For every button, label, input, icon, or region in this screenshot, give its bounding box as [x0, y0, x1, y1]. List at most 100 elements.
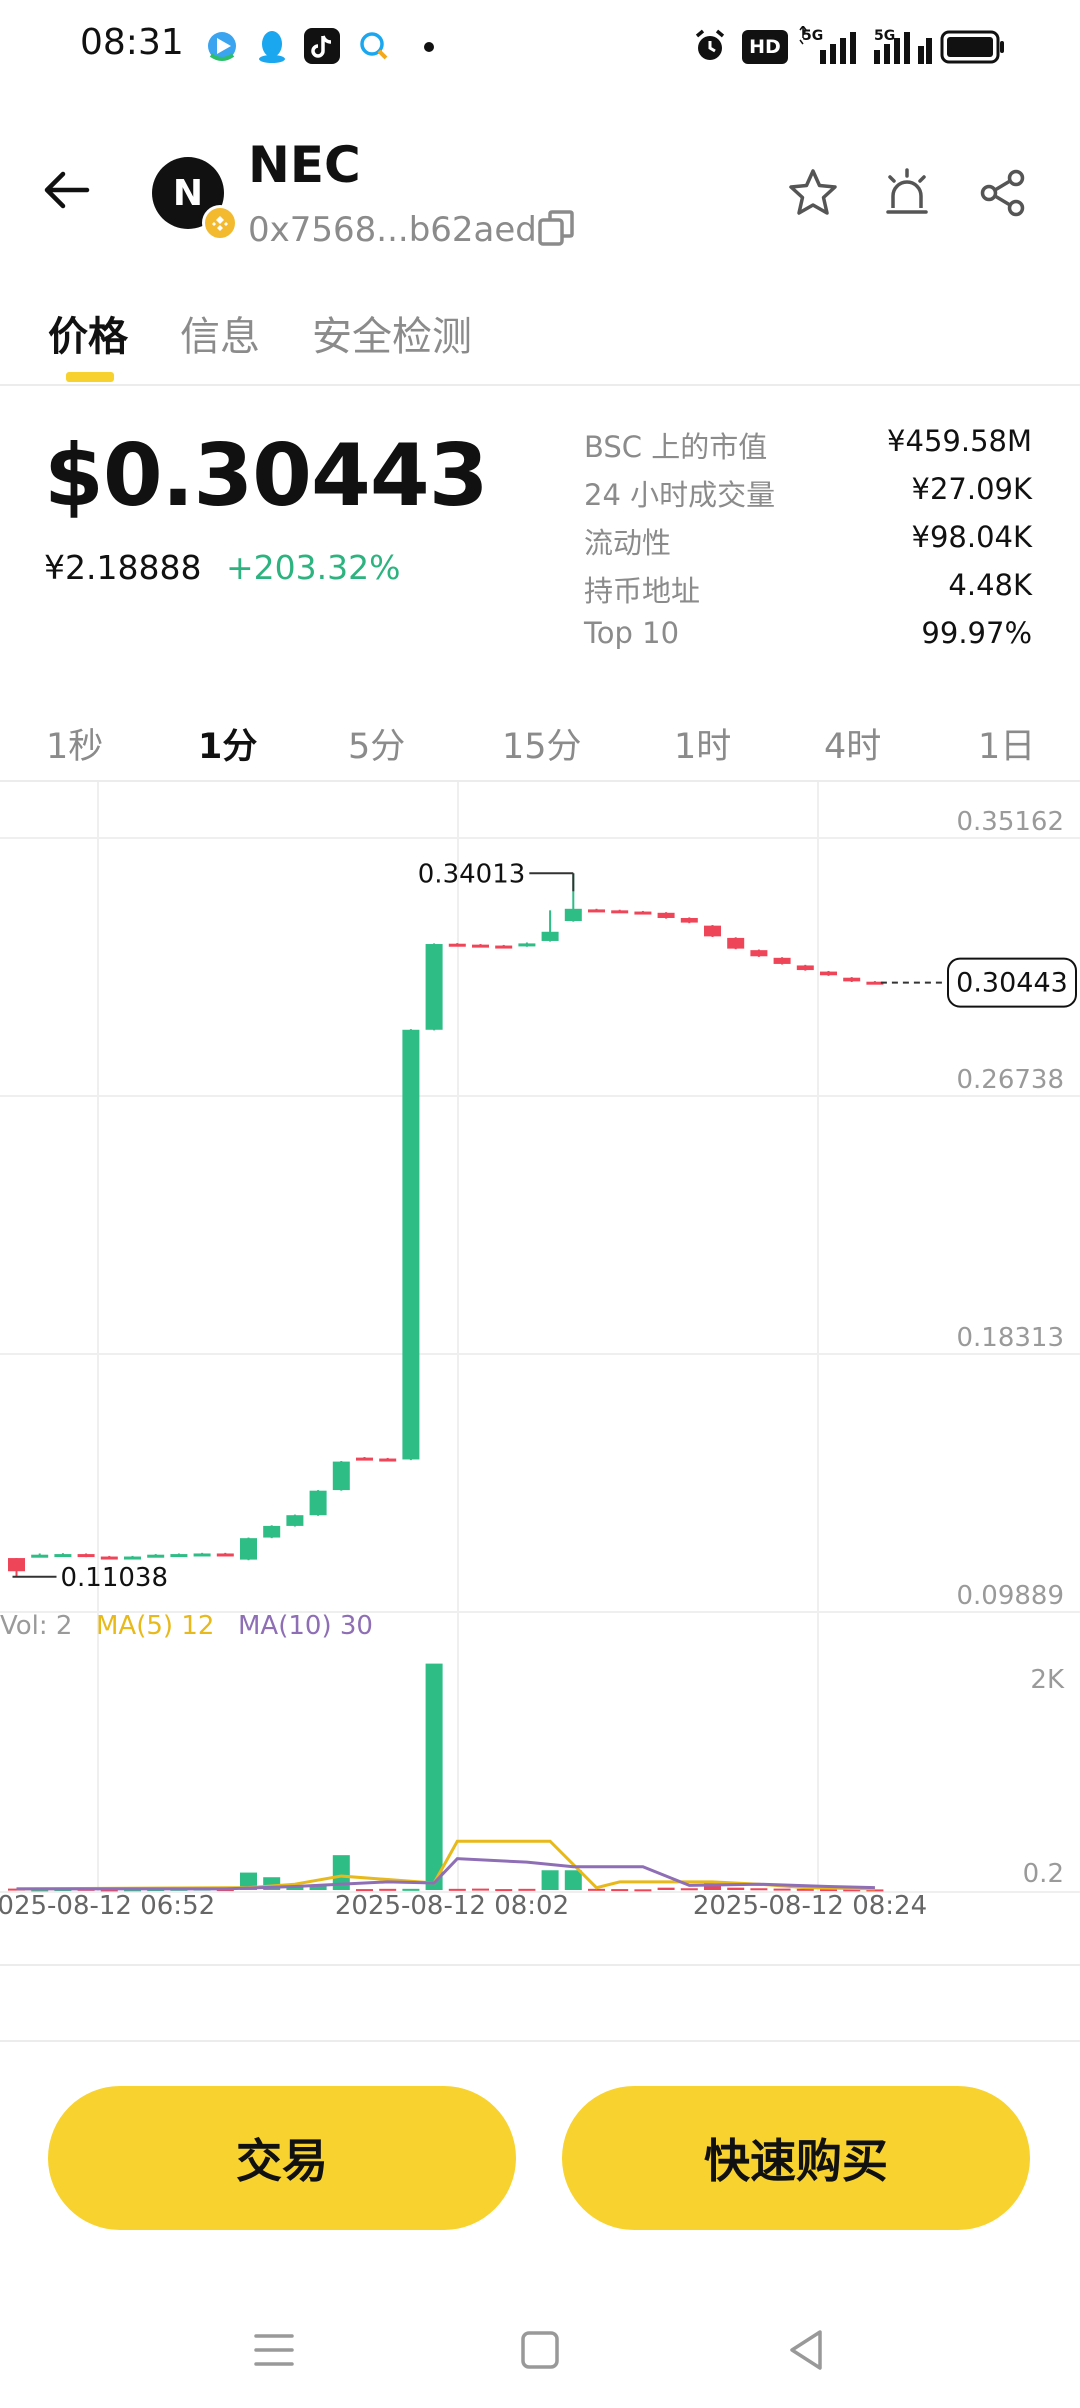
qq-icon — [252, 26, 292, 66]
volume-bar — [796, 1888, 814, 1891]
volume-bar — [286, 1886, 304, 1890]
section-divider — [0, 2040, 1080, 2042]
time-axis-label: 2025-08-12 08:02 — [335, 1891, 569, 1921]
quick-buy-button-label: 快速购买 — [704, 2134, 888, 2188]
candle-body — [820, 971, 837, 976]
token-address: 0x7568...b62aed — [248, 210, 537, 250]
interval-1m[interactable]: 1分 — [198, 727, 258, 767]
volume-bar — [356, 1889, 373, 1892]
volume-bar — [100, 1889, 118, 1892]
interval-1d[interactable]: 1日 — [978, 727, 1036, 767]
candle-body — [564, 908, 582, 922]
candle-body — [193, 1553, 211, 1557]
candle-body — [402, 1029, 420, 1460]
volume-bar — [866, 1889, 884, 1892]
trade-button-label: 交易 — [236, 2134, 328, 2188]
volume-bar — [379, 1888, 397, 1891]
volume-bar — [309, 1885, 327, 1890]
price-cny: ¥2.18888 — [44, 548, 202, 587]
candle-body — [379, 1458, 397, 1462]
interval-15m[interactable]: 15分 — [502, 727, 582, 767]
tab-info[interactable]: 信息 — [180, 314, 260, 360]
interval-divider — [0, 780, 1080, 782]
candle-body — [309, 1490, 327, 1516]
candle-body — [495, 945, 513, 949]
quick-buy-button[interactable]: 快速购买 — [562, 2086, 1030, 2230]
volume-bar — [680, 1888, 698, 1891]
interval-1h[interactable]: 1时 — [674, 727, 732, 767]
volume-bar — [727, 1887, 745, 1890]
price-axis-label: 0.35162 — [956, 807, 1064, 837]
ma5-line — [16, 1839, 875, 1891]
stat-value-holders: 4.48K — [948, 568, 1032, 602]
interval-5m[interactable]: 5分 — [348, 727, 406, 767]
volume-bar — [588, 1888, 605, 1891]
nav-home-button[interactable] — [510, 2320, 570, 2380]
tab-price[interactable]: 价格 — [48, 314, 128, 360]
home-square-icon — [521, 2331, 559, 2369]
candle-body — [727, 937, 745, 949]
chart-bottom-divider — [0, 1964, 1080, 1966]
candle-body — [588, 909, 605, 913]
candle-body — [332, 1461, 350, 1491]
copy-address-button[interactable] — [536, 208, 576, 248]
time-axis-label: 2025-08-12 06:52 — [0, 1891, 215, 1921]
volume-bar — [773, 1888, 791, 1891]
back-triangle-icon — [790, 2330, 822, 2370]
alert-icon — [886, 168, 928, 214]
volume-bar — [820, 1889, 837, 1892]
candle-body — [77, 1554, 95, 1558]
candle-body — [147, 1554, 165, 1558]
candle-body — [541, 931, 559, 941]
candles-layer — [8, 873, 884, 1577]
interval-1s[interactable]: 1秒 — [46, 727, 104, 767]
volume-bar — [541, 1870, 559, 1890]
volume-axis-label: 2K — [1030, 1665, 1065, 1695]
tabs-divider — [0, 384, 1080, 386]
volume-legend-ma10: MA(10) 30 — [238, 1611, 373, 1641]
candle-body — [680, 917, 698, 923]
back-button[interactable] — [36, 160, 96, 220]
volume-legend-ma5: MA(5) 12 — [96, 1611, 214, 1641]
nav-menu-button[interactable] — [244, 2320, 304, 2380]
volume-bar — [634, 1889, 652, 1892]
time-axis-label: 2025-08-12 08:24 — [693, 1891, 927, 1921]
stat-label-holders: 持币地址 — [584, 574, 701, 608]
price-axis-label: 0.26738 — [956, 1065, 1064, 1095]
volume-axis-label: 0.2 — [1023, 1859, 1064, 1889]
search-app-icon — [354, 26, 394, 66]
price-change-percent: +203.32% — [226, 548, 401, 587]
app-notification-icon — [202, 26, 242, 66]
chart-grid — [0, 782, 1080, 1893]
candle-body — [54, 1554, 72, 1558]
star-icon — [789, 169, 837, 215]
hd-label: HD — [749, 36, 781, 58]
volume-bar — [564, 1870, 582, 1890]
price-chart[interactable]: 0.35162 0.26738 0.18313 0.09889 0.34013 … — [0, 782, 1080, 1928]
trade-button[interactable]: 交易 — [48, 2086, 516, 2230]
volume-layer — [8, 1663, 884, 1892]
nav-back-button[interactable] — [776, 2320, 836, 2380]
interval-4h[interactable]: 4时 — [824, 727, 882, 767]
stat-value-volume-24h: ¥27.09K — [911, 472, 1033, 506]
candle-body — [425, 944, 443, 1030]
candle-body — [286, 1515, 304, 1526]
favorite-button[interactable] — [786, 166, 840, 220]
volume-bar — [31, 1889, 49, 1892]
volume-bar — [472, 1888, 489, 1891]
alarm-icon — [690, 26, 730, 66]
candle-body — [796, 965, 814, 971]
candle-body — [657, 912, 675, 918]
share-button[interactable] — [976, 166, 1030, 220]
stat-value-top10: 99.97% — [921, 616, 1032, 650]
volume-bar — [402, 1888, 420, 1891]
volume-bar — [750, 1888, 768, 1891]
signal-strength-icon: 5G — [798, 24, 860, 66]
candle-body — [100, 1556, 118, 1560]
price-alert-button[interactable] — [880, 166, 934, 220]
volume-bar — [495, 1889, 513, 1892]
hd-voice-icon: HD — [742, 30, 788, 64]
candle-body — [31, 1554, 49, 1558]
tab-security-check[interactable]: 安全检测 — [312, 314, 472, 360]
active-tab-indicator — [66, 372, 114, 382]
